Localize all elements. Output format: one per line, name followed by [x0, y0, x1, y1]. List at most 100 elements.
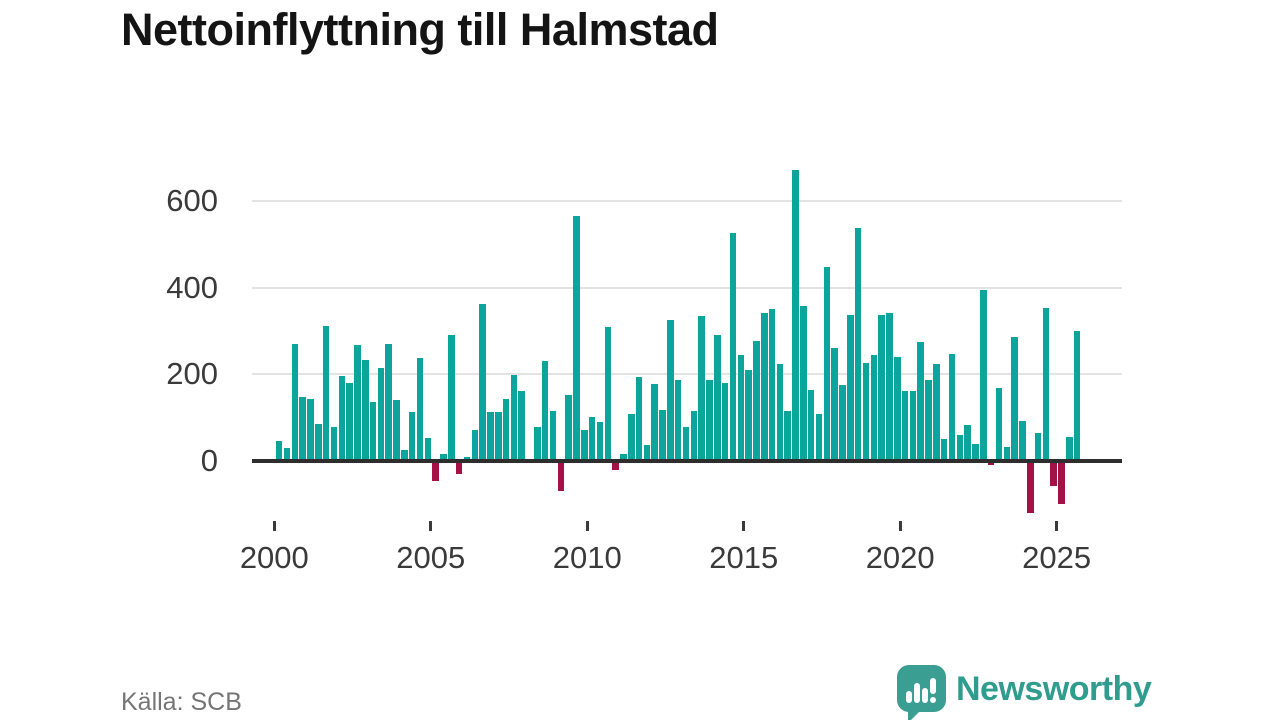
- bar-2008Q3: [541, 361, 549, 461]
- bar-2002Q2: [346, 382, 353, 461]
- bar-2004Q2: [408, 412, 416, 461]
- bar-2011Q4: [643, 444, 651, 461]
- bar-2005Q3: [448, 335, 455, 461]
- bar-2019Q1: [870, 354, 878, 461]
- bar-2000Q4: [299, 397, 306, 461]
- bar-2023Q1: [995, 387, 1003, 461]
- bar-2010Q3: [604, 326, 612, 461]
- bar-2009Q3: [573, 216, 580, 461]
- bar-2016Q1: [776, 364, 784, 461]
- logo-speech-bubble: [897, 665, 946, 712]
- x-tick-label: 2025: [1022, 540, 1092, 575]
- bar-2011Q3: [635, 376, 643, 461]
- bar-2006Q3: [479, 304, 486, 461]
- bar-2021Q1: [933, 363, 940, 461]
- bar-2006Q4: [487, 411, 494, 461]
- bar-2005Q1: [432, 460, 439, 482]
- bar-2003Q3: [385, 343, 392, 461]
- chart-title: Nettoinflyttning till Halmstad: [121, 4, 719, 55]
- bar-2011Q2: [628, 413, 635, 461]
- bar-2001Q3: [322, 326, 330, 461]
- bar-2025Q1: [1058, 460, 1065, 504]
- bar-2007Q1: [495, 411, 502, 461]
- bar-2025Q3: [1073, 330, 1081, 461]
- x-tick-label: 2010: [552, 540, 622, 575]
- bar-2022Q4: [987, 460, 995, 466]
- x-tick-mark: [429, 521, 433, 531]
- bar-2014Q3: [729, 233, 737, 461]
- bar-2025Q2: [1066, 436, 1073, 461]
- bar-2024Q1: [1027, 460, 1034, 514]
- bar-2006Q2: [471, 429, 479, 461]
- bar-2004Q4: [424, 438, 432, 461]
- x-tick-label: 2020: [865, 540, 935, 575]
- bar-2014Q1: [714, 335, 721, 461]
- bar-2001Q4: [330, 427, 338, 461]
- bar-2013Q2: [690, 410, 698, 461]
- bar-2017Q2: [815, 413, 823, 461]
- bar-2022Q3: [980, 290, 987, 461]
- bar-2023Q4: [1019, 421, 1026, 461]
- bar-2010Q1: [588, 416, 596, 461]
- bar-2004Q3: [416, 357, 424, 461]
- bar-2000Q1: [275, 440, 283, 461]
- bar-2007Q2: [502, 399, 510, 461]
- bar-2009Q1: [557, 460, 565, 491]
- bar-2003Q1: [369, 401, 377, 461]
- source-label: Källa: SCB: [121, 688, 242, 716]
- bar-2003Q2: [377, 368, 385, 461]
- x-tick-mark: [1055, 521, 1059, 531]
- bar-2023Q2: [1003, 446, 1011, 461]
- bar-2009Q2: [565, 394, 572, 461]
- bar-2018Q4: [862, 363, 870, 461]
- bar-2011Q1: [620, 453, 627, 461]
- y-tick-label: 200: [166, 356, 218, 391]
- bar-2000Q2: [283, 447, 291, 461]
- bar-2012Q4: [674, 380, 682, 461]
- bar-2020Q4: [925, 380, 932, 461]
- bar-2017Q3: [823, 267, 831, 461]
- bar-2010Q2: [596, 422, 604, 461]
- bar-2013Q1: [682, 427, 690, 461]
- bar-2008Q2: [534, 426, 541, 461]
- bar-2014Q4: [737, 354, 745, 461]
- bar-2002Q3: [354, 345, 361, 461]
- x-tick-label: 2015: [709, 540, 779, 575]
- x-tick-label: 2000: [239, 540, 309, 575]
- bar-2012Q1: [651, 383, 658, 461]
- bar-2002Q4: [362, 360, 369, 461]
- bar-2010Q4: [612, 460, 619, 470]
- bar-2008Q4: [549, 411, 557, 461]
- bar-2021Q3: [948, 354, 956, 461]
- x-axis-line: [252, 458, 1122, 463]
- x-tick-mark: [272, 521, 276, 531]
- bar-2007Q3: [510, 375, 518, 461]
- bar-2019Q2: [878, 315, 885, 461]
- bar-2019Q3: [886, 312, 893, 461]
- bar-2004Q1: [401, 450, 408, 461]
- bar-2005Q4: [455, 460, 463, 475]
- bar-2021Q4: [956, 435, 964, 461]
- bar-2013Q4: [706, 380, 713, 461]
- bar-2001Q1: [307, 399, 314, 461]
- bar-2018Q2: [847, 314, 854, 461]
- y-tick-label: 600: [166, 183, 218, 218]
- x-tick-label: 2005: [396, 540, 466, 575]
- x-tick-mark: [898, 521, 902, 531]
- bar-2020Q2: [909, 390, 917, 461]
- x-tick-mark: [585, 521, 589, 531]
- bar-2012Q2: [659, 409, 666, 461]
- bar-2022Q1: [964, 425, 971, 461]
- y-tick-label: 400: [166, 269, 218, 305]
- gridline-600: [252, 200, 1122, 202]
- bar-2000Q3: [291, 344, 299, 461]
- bar-2016Q2: [784, 410, 791, 461]
- bar-2015Q4: [768, 308, 776, 461]
- bar-2020Q3: [917, 341, 924, 461]
- bar-2007Q4: [518, 390, 525, 461]
- logo-speech-bubble-tail: [908, 710, 921, 720]
- bar-2016Q4: [800, 305, 807, 461]
- bar-2017Q1: [807, 390, 815, 461]
- bar-2002Q1: [338, 375, 346, 461]
